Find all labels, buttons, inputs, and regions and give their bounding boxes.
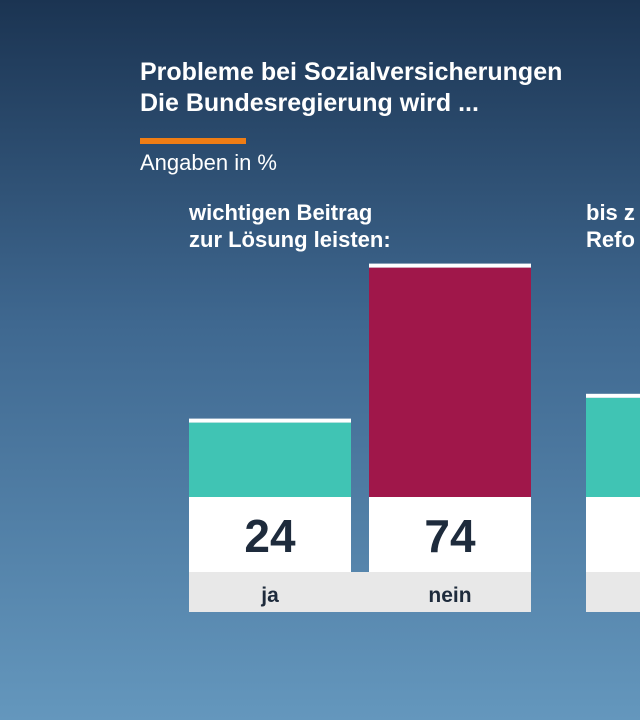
bar (369, 267, 531, 497)
bar-cap (189, 418, 351, 423)
group-title: wichtigen Beitrag (188, 200, 372, 225)
category-label: ja (260, 584, 279, 607)
category-band (586, 572, 640, 612)
value-label: 74 (424, 510, 476, 562)
bar-cap (586, 393, 640, 398)
category-band (189, 572, 531, 612)
chart-subtitle: Angaben in % (140, 150, 277, 175)
value-label: 24 (244, 510, 296, 562)
chart-title: Die Bundesregierung wird ... (140, 89, 479, 117)
bar (189, 422, 351, 497)
value-box (189, 497, 351, 572)
value-box (369, 497, 531, 572)
category-label: nein (428, 584, 471, 607)
accent-bar (140, 138, 246, 144)
bar-cap (369, 263, 531, 268)
group-title: Refo (586, 227, 635, 252)
bar (586, 397, 640, 497)
group-title: bis z (586, 200, 635, 225)
chart-title: Probleme bei Sozialversicherungen (140, 58, 562, 86)
value-box (586, 497, 640, 572)
group-title: zur Lösung leisten: (189, 227, 391, 252)
